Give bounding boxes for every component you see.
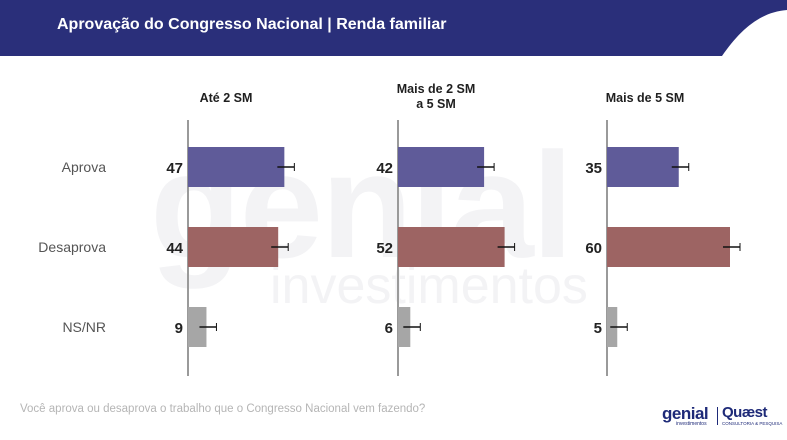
- category-label: Desaprova: [38, 239, 106, 255]
- survey-question: Você aprova ou desaprova o trabalho que …: [20, 403, 426, 415]
- bar: [398, 147, 485, 187]
- bar: [398, 227, 505, 267]
- chart: Aprova Desaprova NS/NR Até 2 SM 47 44 9 Mais de…: [38, 82, 741, 376]
- value-label: 9: [175, 320, 183, 337]
- value-label: 52: [376, 240, 393, 257]
- category-label: NS/NR: [62, 319, 106, 335]
- bar: [607, 147, 679, 187]
- value-label: 44: [166, 240, 183, 257]
- panel-title: Mais de 2 SM: [397, 82, 476, 96]
- quaest-logo: Quæst: [722, 404, 768, 421]
- bar: [188, 227, 279, 267]
- header-bar: Aprovação do Congresso Nacional | Renda …: [0, 0, 787, 56]
- value-label: 5: [594, 320, 602, 337]
- value-label: 60: [585, 240, 602, 257]
- bar: [188, 147, 285, 187]
- genial-logo-subtitle: investimentos: [676, 421, 707, 427]
- value-label: 42: [376, 160, 393, 177]
- panel-title: Até 2 SM: [200, 91, 253, 105]
- category-label: Aprova: [62, 159, 107, 175]
- value-label: 35: [585, 160, 602, 177]
- panel-title: a 5 SM: [416, 97, 456, 111]
- quaest-logo-subtitle: CONSULTORIA & PESQUISA: [722, 421, 783, 426]
- panel-title: Mais de 5 SM: [606, 91, 685, 105]
- header-shape: [0, 0, 787, 56]
- bar: [607, 227, 730, 267]
- page-title: Aprovação do Congresso Nacional | Renda …: [57, 16, 447, 33]
- bar: [188, 307, 207, 347]
- value-label: 6: [385, 320, 393, 337]
- genial-logo: genial: [662, 404, 709, 423]
- logo-divider: [717, 407, 718, 425]
- value-label: 47: [166, 160, 183, 177]
